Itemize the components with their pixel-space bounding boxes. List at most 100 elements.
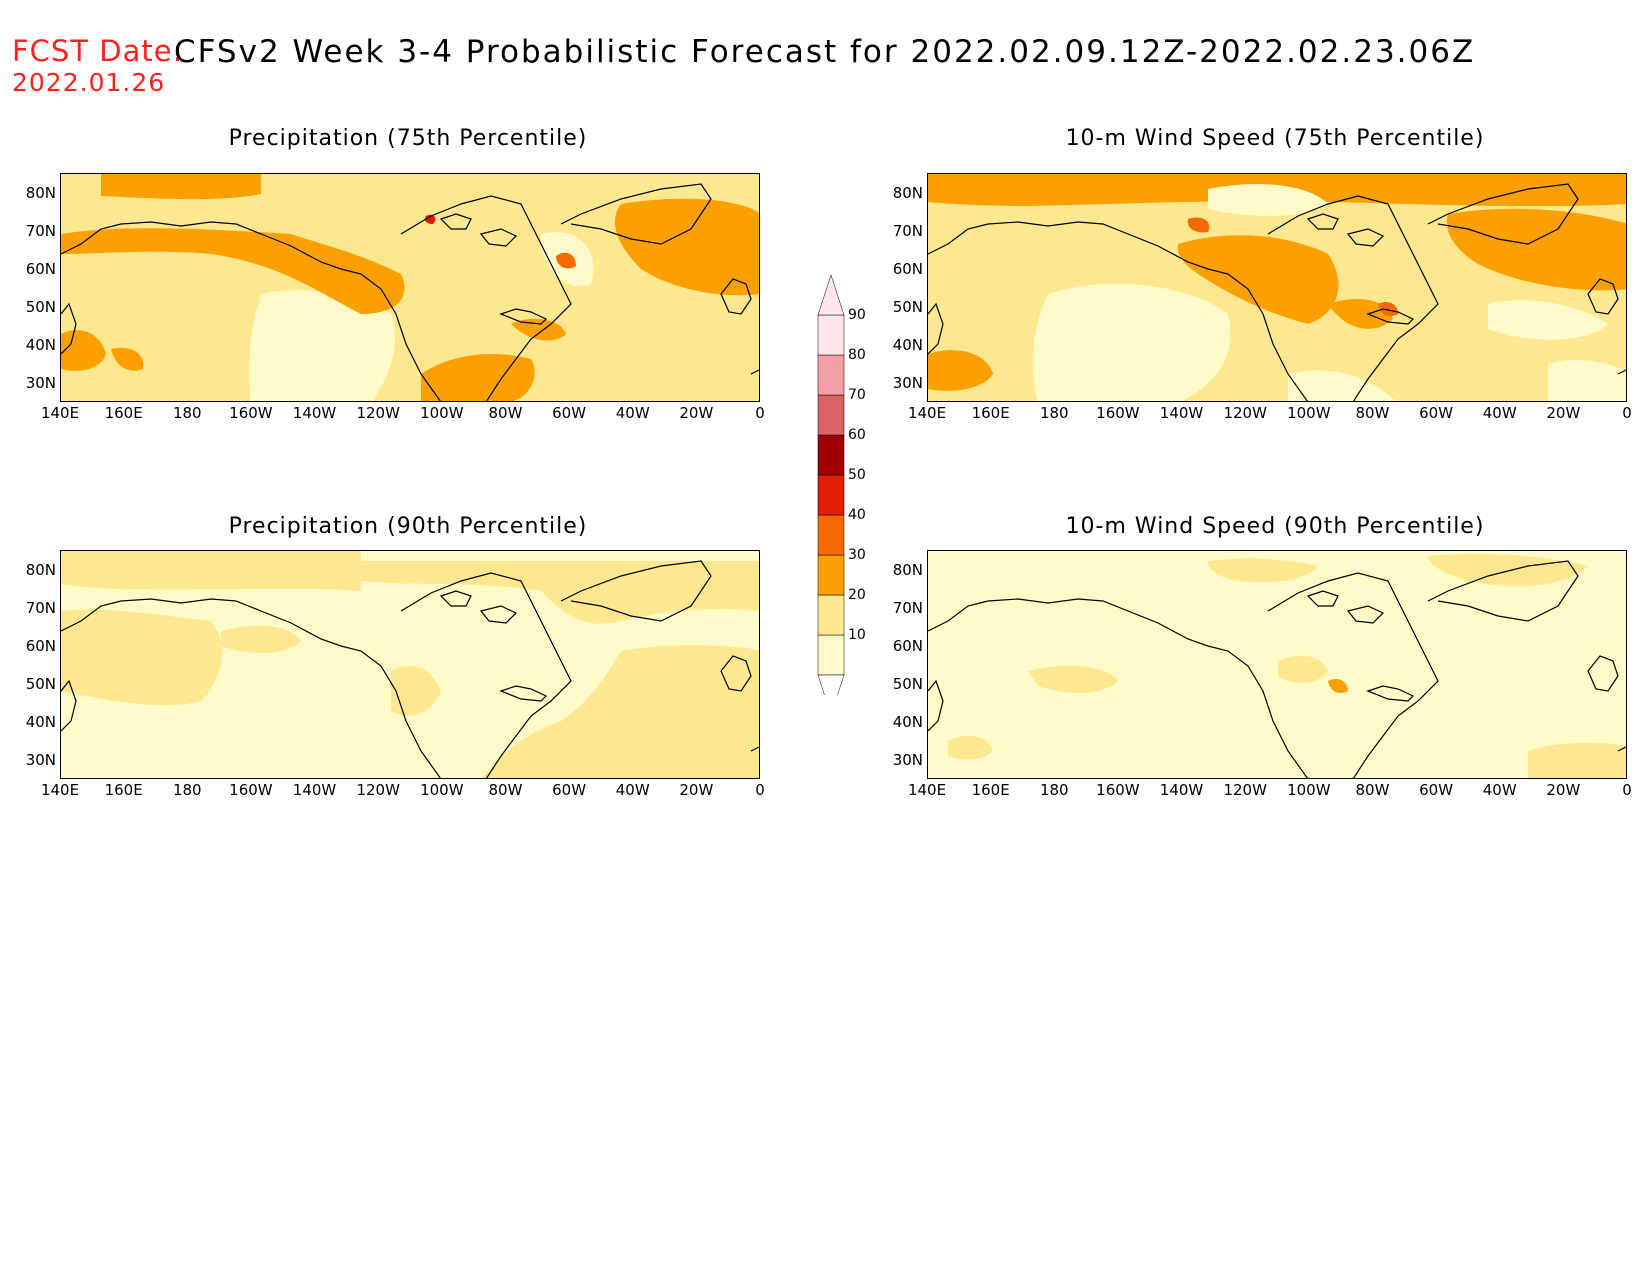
colorbar-label: 20 (848, 587, 866, 603)
colorbar-label: 50 (848, 467, 866, 483)
colorbar-label: 90 (848, 307, 866, 323)
contour-yellow (1528, 742, 1626, 778)
lat-tick-label: 80N (25, 561, 56, 579)
contour-yellow (61, 551, 361, 591)
lon-tick-label: 80W (488, 781, 523, 799)
lon-tick-label: 120W (1223, 781, 1267, 799)
lat-tick-label: 30N (25, 374, 56, 392)
contour-orange (61, 228, 405, 314)
panel-title-wind75: 10-m Wind Speed (75th Percentile) (1065, 126, 1485, 151)
lon-tick-label: 140W (1159, 404, 1204, 422)
contour-yellow (391, 666, 441, 716)
lon-tick-label: 120W (356, 781, 400, 799)
contour-orange (1328, 679, 1348, 693)
lat-tick-label: 60N (25, 637, 56, 655)
colorbar-segment (817, 514, 845, 556)
lon-tick-label: 20W (1546, 404, 1581, 422)
colorbar-segment (817, 434, 845, 476)
lon-tick-label: 80W (1355, 404, 1390, 422)
map-field-precip75 (61, 174, 759, 401)
lat-tick-label: 70N (25, 599, 56, 617)
colorbar-segment (817, 474, 845, 516)
contour-light (1288, 370, 1396, 401)
lon-tick-label: 20W (679, 781, 714, 799)
lat-tick-label: 70N (892, 599, 923, 617)
contour-yellow (1028, 665, 1118, 693)
contour-light (1208, 184, 1328, 216)
contour-dark_orange (556, 252, 576, 269)
lat-tick-label: 60N (25, 260, 56, 278)
lat-tick-label: 50N (892, 298, 923, 316)
lat-tick-label: 40N (25, 336, 56, 354)
lon-tick-label: 0 (1622, 781, 1632, 799)
contour-orange (614, 198, 759, 296)
lon-tick-label: 0 (755, 781, 765, 799)
contour-dark_orange (1378, 302, 1398, 316)
lat-tick-label: 70N (892, 222, 923, 240)
contour-orange (111, 347, 144, 371)
contour-yellow (221, 625, 301, 653)
lat-tick-label: 60N (892, 260, 923, 278)
map-field-precip90 (61, 551, 759, 778)
contour-yellow (1278, 655, 1328, 683)
lon-tick-label: 100W (420, 404, 464, 422)
lon-tick-label: 160W (229, 404, 273, 422)
colorbar-segment (817, 594, 845, 636)
lon-tick-label: 180 (172, 781, 202, 799)
lon-tick-label: 0 (1622, 404, 1632, 422)
lat-tick-label: 30N (892, 374, 923, 392)
lat-tick-label: 80N (892, 184, 923, 202)
lat-tick-label: 80N (25, 184, 56, 202)
contour-orange (1328, 299, 1393, 329)
lon-tick-label: 40W (615, 781, 650, 799)
contour-yellow (361, 561, 759, 624)
panel-title-precip75: Precipitation (75th Percentile) (228, 126, 588, 151)
lat-tick-label: 40N (892, 713, 923, 731)
lat-tick-label: 80N (892, 561, 923, 579)
map-wind75 (927, 173, 1627, 402)
lat-tick-label: 40N (25, 713, 56, 731)
lon-tick-label: 120W (1223, 404, 1267, 422)
map-precip90 (60, 550, 760, 779)
contour-dark_orange (1187, 217, 1210, 233)
lon-tick-label: 40W (615, 404, 650, 422)
lon-tick-label: 40W (1482, 404, 1517, 422)
contour-light (928, 551, 1626, 778)
lon-tick-label: 60W (552, 404, 587, 422)
panel-title-precip90: Precipitation (90th Percentile) (228, 514, 588, 539)
contour-orange (1177, 235, 1339, 324)
contour-red (424, 214, 436, 224)
lat-tick-label: 60N (892, 637, 923, 655)
panel-title-wind90: 10-m Wind Speed (90th Percentile) (1065, 514, 1485, 539)
colorbar-segment (817, 554, 845, 596)
lon-tick-label: 180 (1039, 781, 1069, 799)
lon-tick-label: 160W (1096, 781, 1140, 799)
colorbar-segment (817, 314, 845, 356)
colorbar: 10 20 30 40 50 60 70 80 90 (810, 274, 870, 716)
lat-tick-label: 50N (892, 675, 923, 693)
fcst-date-value: 2022.01.26 (12, 68, 166, 97)
contour-yellow (1207, 558, 1318, 583)
lon-tick-label: 180 (1039, 404, 1069, 422)
contour-yellow (1428, 554, 1588, 586)
contour-orange (1446, 208, 1626, 291)
map-precip75 (60, 173, 760, 402)
lon-tick-label: 100W (1287, 781, 1331, 799)
lat-tick-label: 70N (25, 222, 56, 240)
lon-tick-label: 140E (40, 404, 80, 422)
fcst-date-label: FCST Date: (12, 34, 184, 68)
lon-tick-label: 140E (40, 781, 80, 799)
main-title: CFSv2 Week 3-4 Probabilistic Forecast fo… (174, 34, 1476, 70)
contour-light (1548, 359, 1626, 401)
lat-tick-label: 50N (25, 298, 56, 316)
colorbar-label: 60 (848, 427, 866, 443)
lon-tick-label: 160E (104, 404, 143, 422)
contour-light (249, 290, 395, 401)
lon-tick-label: 160W (229, 781, 273, 799)
contour-yellow (482, 645, 759, 778)
lon-tick-label: 40W (1482, 781, 1517, 799)
lat-tick-label: 30N (25, 751, 56, 769)
contour-light (1032, 283, 1231, 401)
lon-tick-label: 160W (1096, 404, 1140, 422)
lon-tick-label: 120W (356, 404, 400, 422)
